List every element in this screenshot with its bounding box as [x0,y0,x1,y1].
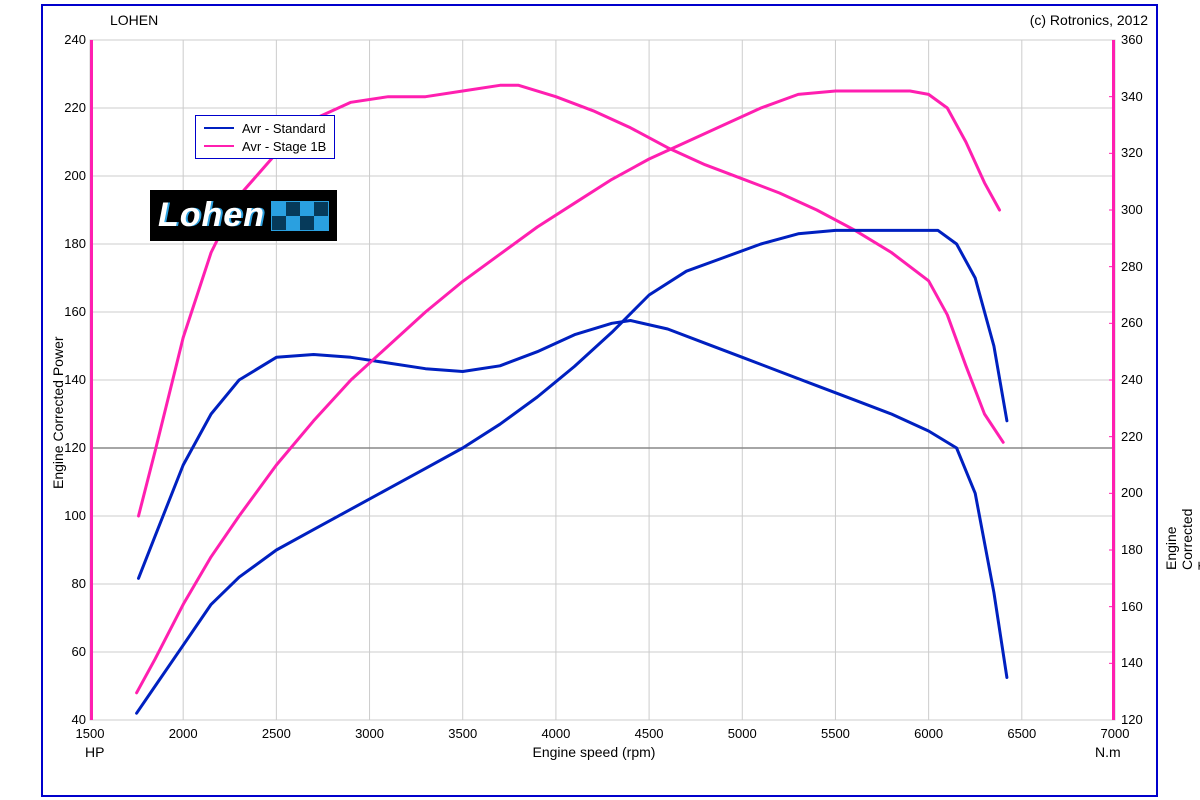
y-left-tick-label: 140 [56,372,86,387]
y-right-tick-label: 340 [1121,89,1143,104]
title-left: LOHEN [110,12,158,28]
x-tick-label: 3000 [350,726,390,741]
y-left-tick-label: 60 [56,644,86,659]
y-right-tick-label: 140 [1121,655,1143,670]
y-right-tick-label: 240 [1121,372,1143,387]
y-right-label: Engine Corrected Torque [1163,509,1200,570]
x-tick-label: 6500 [1002,726,1042,741]
y-right-tick-label: 300 [1121,202,1143,217]
y-left-tick-label: 180 [56,236,86,251]
lohen-logo: Lohen [150,190,337,241]
legend: Avr - Standard Avr - Stage 1B [195,115,335,159]
y-left-tick-label: 220 [56,100,86,115]
legend-label: Avr - Stage 1B [242,139,326,154]
y-left-label: Engine Corrected Power [50,336,66,489]
y-left-tick-label: 160 [56,304,86,319]
legend-swatch [204,145,234,147]
y-left-tick-label: 200 [56,168,86,183]
y-right-tick-label: 160 [1121,599,1143,614]
title-right: (c) Rotronics, 2012 [1030,12,1148,28]
y-right-tick-label: 220 [1121,429,1143,444]
x-axis-label: Engine speed (rpm) [533,744,656,760]
x-axis-unit-left: HP [85,744,104,760]
legend-swatch [204,127,234,129]
y-right-tick-label: 200 [1121,485,1143,500]
y-right-tick-label: 320 [1121,145,1143,160]
curve-power_standard [137,230,1007,713]
legend-label: Avr - Standard [242,121,326,136]
x-tick-label: 4000 [536,726,576,741]
curve-power_stage1b [137,91,1000,693]
y-right-tick-label: 280 [1121,259,1143,274]
y-left-tick-label: 80 [56,576,86,591]
y-left-tick-label: 40 [56,712,86,727]
legend-item: Avr - Stage 1B [204,137,326,155]
x-axis-unit-right: N.m [1095,744,1121,760]
x-tick-label: 6000 [909,726,949,741]
x-tick-label: 7000 [1095,726,1135,741]
legend-item: Avr - Standard [204,119,326,137]
x-tick-label: 2000 [163,726,203,741]
y-right-tick-label: 360 [1121,32,1143,47]
y-right-tick-label: 180 [1121,542,1143,557]
y-right-tick-label: 260 [1121,315,1143,330]
y-left-tick-label: 100 [56,508,86,523]
x-tick-label: 5500 [815,726,855,741]
y-left-tick-label: 120 [56,440,86,455]
logo-checker-icon [271,201,329,231]
logo-text: Lohen [158,196,271,235]
curve-torque_standard [139,321,1007,678]
x-tick-label: 1500 [70,726,110,741]
y-right-tick-label: 120 [1121,712,1143,727]
x-tick-label: 3500 [443,726,483,741]
x-tick-label: 2500 [256,726,296,741]
y-left-tick-label: 240 [56,32,86,47]
x-tick-label: 5000 [722,726,762,741]
x-tick-label: 4500 [629,726,669,741]
